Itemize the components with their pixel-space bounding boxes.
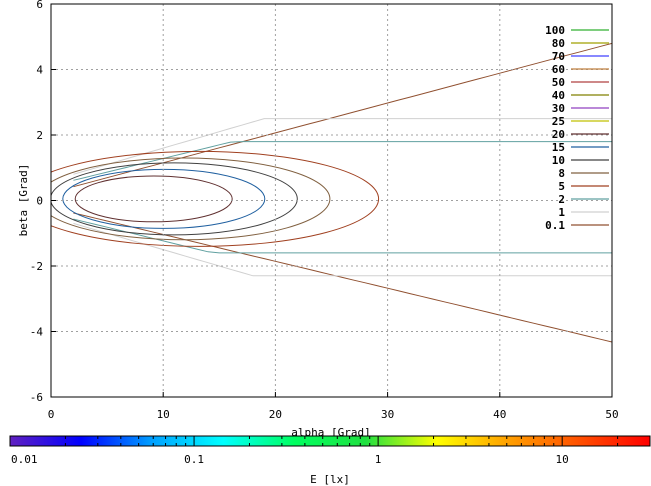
chart: 0 10 20 30 40 50 -6-4-20246 10080706050403025… bbox=[9, 0, 651, 486]
